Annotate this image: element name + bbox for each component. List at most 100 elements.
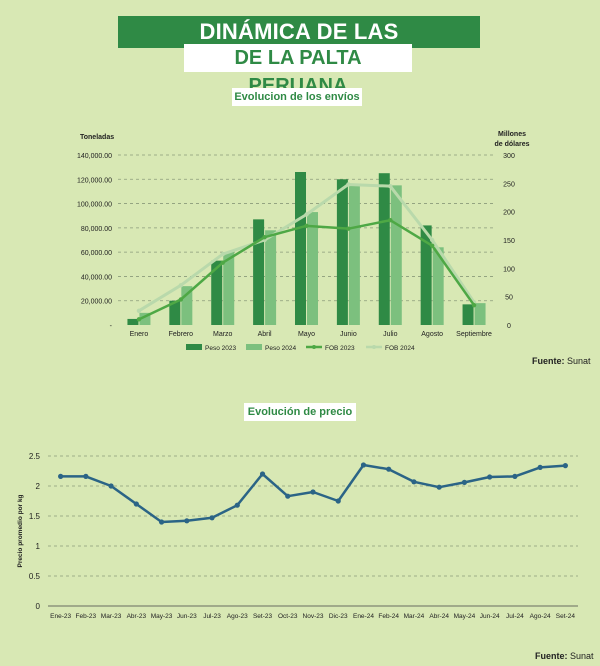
chart1-ytick-label: 140,000.00	[77, 153, 112, 160]
chart1-bar-peso2023	[420, 225, 432, 325]
chart2-price-point	[184, 518, 190, 524]
chart2-xtick-label: Ene-23	[50, 613, 71, 620]
chart2-xtick-label: Jun-23	[177, 613, 197, 620]
chart2-xtick-label: Mar-24	[404, 613, 425, 620]
chart1-bar-peso2023	[169, 300, 181, 325]
chart2-ytick-label: 2	[36, 482, 41, 491]
chart2-ytick-label: 1	[36, 542, 41, 551]
chart2-xtick-label: Abr-23	[127, 613, 147, 620]
chart2-source-label: Fuente:	[535, 651, 568, 661]
chart1-bar-peso2023	[211, 260, 223, 325]
chart2-xtick-label: Feb-24	[378, 613, 399, 620]
chart1-title: Evolucion de los envíos	[232, 88, 362, 106]
chart1-fob2024-point	[304, 212, 309, 217]
chart1-ytick-label: 120,000.00	[77, 177, 112, 184]
chart2-xtick-label: Jun-24	[480, 613, 500, 620]
chart2-price-point	[487, 474, 493, 480]
chart2-price-point	[259, 471, 266, 477]
chart1-fob2023-point	[388, 217, 393, 223]
chart1-xtick-label: Abril	[258, 331, 272, 338]
chart1-source-label: Fuente:	[532, 356, 565, 366]
chart2-ytick-label: 1.5	[29, 512, 41, 521]
chart1-bar-peso2023	[127, 318, 139, 325]
chart1-ytick-label: 40,000.00	[81, 274, 112, 281]
chart1-ylabel: Toneladas	[80, 134, 114, 141]
chart1-y2tick-label: 300	[503, 153, 515, 160]
chart1-fob2024-point	[220, 251, 225, 257]
chart1-fob2024-point	[178, 283, 184, 288]
chart1-fob2023-point	[178, 297, 184, 302]
chart1-y2tick-label: 0	[507, 323, 511, 330]
chart2-xtick-label: Ago-24	[530, 613, 551, 620]
chart2-price-point	[461, 479, 468, 485]
chart1-y2tick-label: 150	[503, 238, 515, 245]
chart2-xtick-label: Oct-23	[278, 613, 298, 620]
chart1-y2label: de dólares	[494, 141, 529, 148]
chart2-price-point	[83, 473, 89, 479]
chart2-price-point	[158, 519, 165, 525]
legend-swatch-peso2023	[186, 344, 202, 350]
chart2-ytick-label: 0.5	[29, 572, 41, 581]
chart2-xtick-label: Abr-24	[429, 613, 449, 620]
chart1-fob2023-point	[220, 260, 225, 265]
chart2-price-point	[411, 479, 417, 485]
chart1-bar-peso2024	[474, 303, 486, 325]
chart1-bar-peso2023	[295, 172, 306, 325]
chart1-y2tick-label: 50	[505, 295, 513, 302]
legend-label-peso2024: Peso 2024	[265, 345, 296, 352]
chart1-bar-peso2024	[223, 252, 235, 325]
chart1-y2tick-label: 250	[503, 181, 515, 188]
chart2-source: Fuente: Sunat	[535, 651, 594, 661]
chart1-fob2023-point	[304, 223, 309, 229]
chart1-xtick-label: Julio	[383, 331, 398, 338]
legend-label-fob2024: FOB 2024	[385, 345, 415, 352]
chart1-ytick-label: 20,000.00	[81, 299, 112, 306]
chart2-source-value: Sunat	[570, 651, 594, 661]
chart1-bar-peso2023	[462, 304, 474, 325]
chart1-bar-peso2024	[348, 184, 360, 325]
chart2-price-point	[234, 502, 240, 508]
chart2-xtick-label: May-24	[454, 613, 476, 620]
chart2-xtick-label: Ago-23	[227, 613, 248, 620]
chart2-xtick-label: Jul-24	[506, 613, 524, 620]
chart1-fob2024-point	[346, 182, 351, 187]
chart2-xtick-label: Nov-23	[303, 613, 324, 620]
chart1-y2label: Millones	[498, 131, 526, 138]
chart1-fob2023-point	[262, 234, 267, 240]
chart1-xtick-label: Junio	[340, 331, 357, 338]
legend-marker-fob2024	[372, 345, 376, 349]
chart1-xtick-label: Mayo	[298, 331, 315, 338]
chart1-bar-peso2024	[139, 312, 151, 325]
chart1-xtick-label: Septiembre	[456, 331, 492, 338]
chart2-price-point	[360, 462, 367, 468]
chart1-bar-peso2023	[378, 173, 390, 325]
chart1-ytick-label: 80,000.00	[81, 226, 112, 233]
chart2-xtick-label: Dic-23	[329, 613, 348, 620]
chart2-price-point	[562, 463, 568, 469]
chart1-xtick-label: Agosto	[421, 331, 443, 338]
legend-label-fob2023: FOB 2023	[325, 345, 355, 352]
chart2-price-point	[537, 464, 543, 470]
chart1-fob2023-point	[346, 226, 351, 231]
chart1-fob2024-point	[136, 308, 142, 314]
chart2-price-point	[108, 483, 114, 489]
chart1-ytick-label: -	[110, 323, 113, 330]
chart1-bar-peso2023	[336, 179, 348, 325]
chart2-price-point	[310, 489, 316, 495]
chart2-title: Evolución de precio	[244, 403, 356, 421]
chart2-price-point	[512, 473, 518, 479]
chart1-xtick-label: Enero	[130, 331, 149, 338]
chart2-xtick-label: Ene-24	[353, 613, 374, 620]
chart2-price-point	[209, 515, 215, 521]
chart1-source: Fuente: Sunat	[532, 356, 591, 366]
chart1-xtick-label: Marzo	[213, 331, 233, 338]
chart2-xtick-label: Mar-23	[101, 613, 122, 620]
chart1-bar-peso2024	[307, 212, 318, 325]
chart1-bar-peso2023	[253, 219, 265, 325]
legend-marker-fob2023	[312, 345, 316, 349]
chart1-source-value: Sunat	[567, 356, 591, 366]
chart1-ytick-label: 60,000.00	[81, 250, 112, 257]
legend-swatch-peso2024	[246, 344, 262, 350]
chart1-xtick-label: Febrero	[169, 331, 194, 338]
